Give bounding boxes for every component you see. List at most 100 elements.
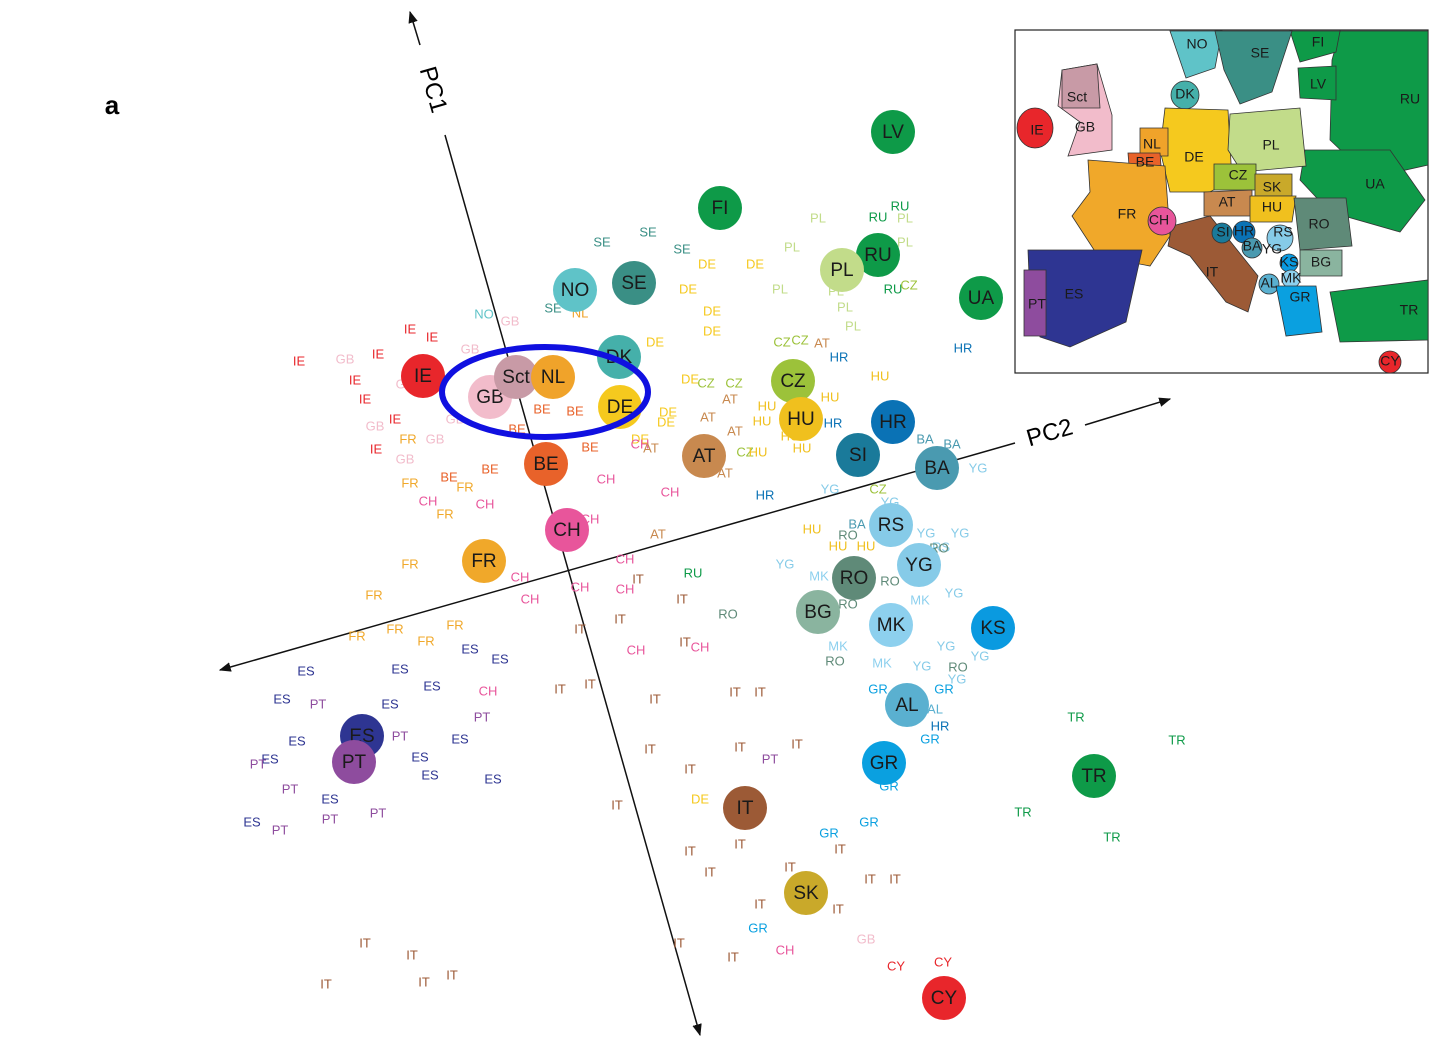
sample-label: FR [399,431,416,446]
sample-label: FR [348,628,365,643]
sample-label: SE [639,224,657,239]
sample-label: DE [679,281,697,296]
sample-label: GR [920,731,940,746]
sample-label: CH [631,436,650,451]
inset-map: NO SE FI LV RU DK Sct GB IE NL BE DE PL CZ SK UA FR CH AT H… [1014,29,1429,374]
sample-label: CH [511,569,530,584]
sample-label: YG [951,525,970,540]
sample-label: ES [321,791,339,806]
map-country-label: YG [1262,241,1282,257]
sample-label: GB [857,931,876,946]
group-centroid [545,508,589,552]
sample-label: ES [411,749,429,764]
sample-label: PT [762,751,779,766]
sample-label: CH [419,493,438,508]
sample-label: IT [754,896,766,911]
sample-label: PT [370,805,387,820]
sample-label: CH [691,639,710,654]
group-label: MK [877,615,906,636]
map-country-label: CZ [1229,167,1248,183]
group-centroid [784,871,828,915]
map-country-label: RU [1400,91,1420,107]
sample-label: BA [916,431,934,446]
sample-label: CY [934,954,952,969]
sample-label: FR [401,475,418,490]
map-country-label: FR [1118,206,1137,222]
sample-label: AT [727,423,743,438]
sample-label: PT [474,709,491,724]
group-label: KS [980,618,1005,639]
sample-label: IT [864,871,876,886]
sample-label: ES [273,691,291,706]
sample-label: PL [784,239,800,254]
sample-label: CH [597,471,616,486]
sample-label: GB [501,313,520,328]
map-country-label: RS [1273,224,1292,240]
map-country-label: RO [1309,216,1330,232]
sample-label: HU [758,398,777,413]
group-label: SI [849,445,867,466]
sample-label: TR [1014,804,1031,819]
group-centroid [856,233,900,277]
map-country-label: Sct [1067,89,1087,105]
group-centroid [779,397,823,441]
group-label: GB [476,387,503,408]
sample-label: AT [700,409,716,424]
sample-label: IE [293,353,306,368]
sample-label: CZ [697,375,714,390]
map-country-label: MK [1281,270,1303,286]
sample-label: FR [365,587,382,602]
map-country-label: GR [1290,289,1311,305]
sample-label: IT [359,935,371,950]
group-centroid [771,359,815,403]
group-label: UA [968,288,995,309]
map-country-label: KS [1280,254,1299,270]
sample-label: RO [838,596,858,611]
sample-label: GR [748,920,768,935]
sample-label: YG [971,648,990,663]
group-label: Sct [502,367,530,388]
sample-label: SE [544,300,562,315]
sample-label: AT [643,440,659,455]
sample-label: IT [676,591,688,606]
sample-label: HR [830,349,849,364]
group-centroid [401,354,445,398]
group-centroid [612,261,656,305]
sample-label: ES [261,751,279,766]
map-country-label: DE [1184,149,1203,165]
sample-label: PL [837,299,853,314]
sample-label: PT [310,696,327,711]
sample-label: YG [913,658,932,673]
group-label: YG [905,555,932,576]
sample-label: ES [288,733,306,748]
pc1-axis [444,134,702,1037]
group-label: LV [882,122,904,143]
highlight-ellipse [439,344,651,440]
map-country-label: FI [1312,34,1324,50]
sample-label: GB [426,431,445,446]
sample-label: FR [436,506,453,521]
sample-label: IT [791,736,803,751]
sample-label: PT [392,728,409,743]
sample-label: CZ [773,334,790,349]
sample-label: IT [554,681,566,696]
sample-label: IE [404,321,417,336]
pc2-axis [218,442,1016,672]
sample-label: CZ [736,444,753,459]
sample-label: DE [703,323,721,338]
sample-label: HR [756,487,775,502]
sample-label: AL [927,701,943,716]
map-country-label: DK [1175,86,1195,102]
map-country-label: CY [1380,353,1400,369]
sample-label: BE [533,401,551,416]
group-label: CY [931,988,958,1009]
sample-label: IE [359,391,372,406]
sample-label: IT [406,947,418,962]
group-label: CZ [780,371,806,392]
sample-label: PT [322,811,339,826]
sample-label: PL [897,234,913,249]
sample-label: DE [746,256,764,271]
sample-label: IT [734,739,746,754]
sample-label: IE [349,372,362,387]
group-label: AT [693,446,716,467]
